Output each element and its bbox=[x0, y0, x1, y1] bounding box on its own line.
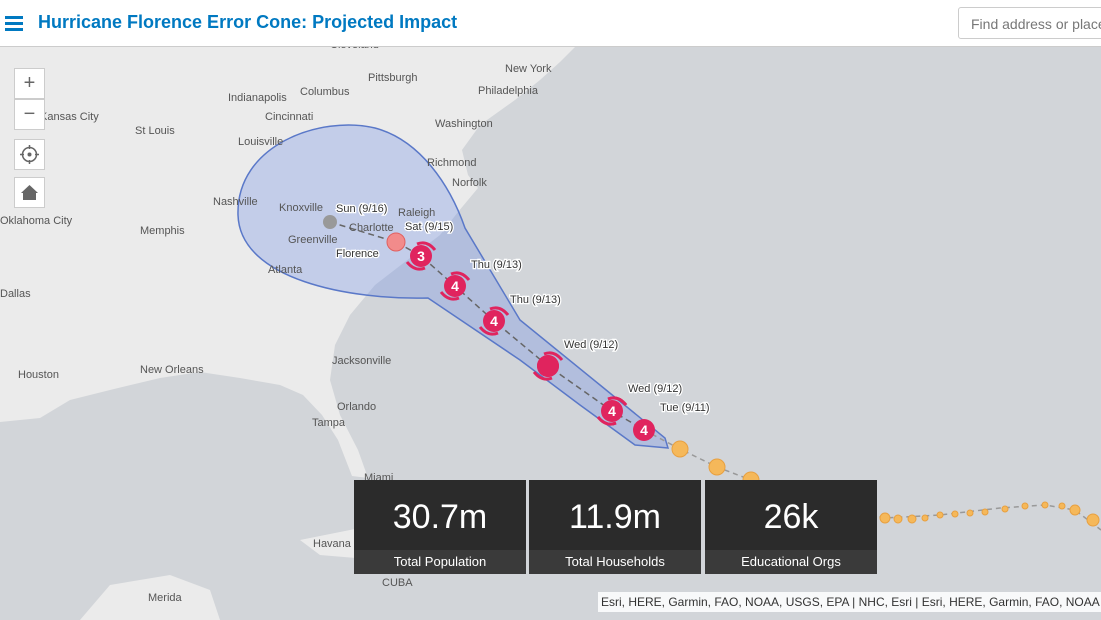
attribution: Esri, HERE, Garmin, FAO, NOAA, USGS, EPA… bbox=[598, 592, 1101, 612]
locate-icon bbox=[20, 145, 39, 164]
stat-card: 30.7m Total Population bbox=[354, 480, 526, 574]
storm-swirl bbox=[439, 271, 471, 301]
city-label: New Orleans bbox=[140, 364, 204, 376]
city-label: Raleigh bbox=[398, 207, 435, 219]
storm-category: 4 bbox=[451, 278, 459, 294]
search-box[interactable]: Find address or place bbox=[958, 7, 1101, 39]
storm-icon: 4 bbox=[633, 419, 655, 441]
storm-category: 4 bbox=[640, 422, 648, 438]
city-label: Pittsburgh bbox=[368, 72, 418, 84]
city-label: Nashville bbox=[213, 196, 258, 208]
stat-value: 30.7m bbox=[392, 498, 488, 536]
storm-swirl bbox=[478, 306, 510, 336]
storm-category: 4 bbox=[490, 313, 498, 329]
storm-icon: 4 bbox=[596, 396, 628, 426]
header: Hurricane Florence Error Cone: Projected… bbox=[0, 0, 1101, 47]
storm-icon: 4 bbox=[439, 271, 471, 301]
city-label: Columbus bbox=[300, 86, 350, 98]
position bbox=[386, 232, 406, 252]
home-button[interactable] bbox=[14, 177, 45, 208]
city-label: Knoxville bbox=[279, 202, 323, 214]
city-label: Charlotte bbox=[349, 222, 394, 234]
track-label: Thu (9/13) bbox=[471, 259, 522, 271]
track-label: Wed (9/12) bbox=[564, 339, 618, 351]
stat-card: 11.9m Total Households bbox=[529, 480, 701, 574]
zoom-in[interactable]: + bbox=[14, 68, 45, 99]
storm-circle bbox=[483, 310, 505, 332]
position bbox=[323, 215, 337, 229]
storm-circle bbox=[601, 400, 623, 422]
stat-value: 11.9m bbox=[569, 498, 661, 536]
track-label: Tue (9/11) bbox=[660, 402, 710, 414]
app-title: Hurricane Florence Error Cone: Projected… bbox=[38, 12, 458, 32]
city-label: Memphis bbox=[140, 225, 185, 237]
past-positions bbox=[671, 440, 1100, 527]
track-label: Sun (9/16) bbox=[336, 203, 387, 215]
city-label: Tampa bbox=[312, 417, 346, 429]
city-label: Louisville bbox=[238, 136, 283, 148]
menu-button[interactable] bbox=[5, 16, 23, 34]
city-label: Kansas City bbox=[40, 111, 99, 123]
city-label: Orlando bbox=[337, 401, 376, 413]
city-label: Houston bbox=[18, 369, 59, 381]
storm-circle bbox=[410, 245, 432, 267]
city-label: Greenville bbox=[288, 234, 338, 246]
storm-icon: 4 bbox=[478, 306, 510, 336]
locate-button[interactable] bbox=[14, 139, 45, 170]
storm-swirl bbox=[532, 351, 564, 381]
storm-icon: 3 bbox=[405, 241, 437, 271]
city-label: Indianapolis bbox=[228, 92, 287, 104]
stat-label: Educational Orgs bbox=[705, 550, 877, 574]
stat-value: 26k bbox=[763, 498, 819, 536]
city-label: Jacksonville bbox=[332, 355, 391, 367]
city-label: Florence bbox=[336, 248, 379, 260]
city-label: Dallas bbox=[0, 288, 31, 300]
stat-label: Total Households bbox=[529, 550, 701, 574]
city-label: New York bbox=[505, 63, 552, 75]
storm-category: 3 bbox=[417, 248, 425, 264]
stat-card: 26k Educational Orgs bbox=[705, 480, 877, 574]
city-label: Philadelphia bbox=[478, 85, 539, 97]
city-label: Washington bbox=[435, 118, 493, 130]
storm-circle bbox=[633, 419, 655, 441]
city-label: Atlanta bbox=[268, 264, 303, 276]
storm-swirl bbox=[405, 241, 437, 271]
stat-label: Total Population bbox=[354, 550, 526, 574]
storm-circle bbox=[537, 355, 559, 377]
storm-swirl bbox=[596, 396, 628, 426]
storm-category: 4 bbox=[608, 403, 616, 419]
home-icon bbox=[21, 185, 38, 200]
storm-circle bbox=[444, 275, 466, 297]
city-label: Oklahoma City bbox=[0, 215, 73, 227]
city-label: Havana bbox=[313, 538, 352, 550]
zoom-out[interactable]: − bbox=[14, 99, 45, 130]
city-label: Merida bbox=[148, 592, 183, 604]
land bbox=[80, 575, 220, 620]
city-label: CUBA bbox=[382, 577, 413, 589]
city-label: St Louis bbox=[135, 125, 175, 137]
city-label: Richmond bbox=[427, 157, 477, 169]
track-label: Sat (9/15) bbox=[405, 221, 453, 233]
city-label: Norfolk bbox=[452, 177, 487, 189]
track-label: Thu (9/13) bbox=[510, 294, 561, 306]
land bbox=[0, 47, 575, 478]
city-label: Cincinnati bbox=[265, 111, 313, 123]
track-label: Wed (9/12) bbox=[628, 383, 682, 395]
storm-icons: 3444444 bbox=[405, 241, 655, 441]
